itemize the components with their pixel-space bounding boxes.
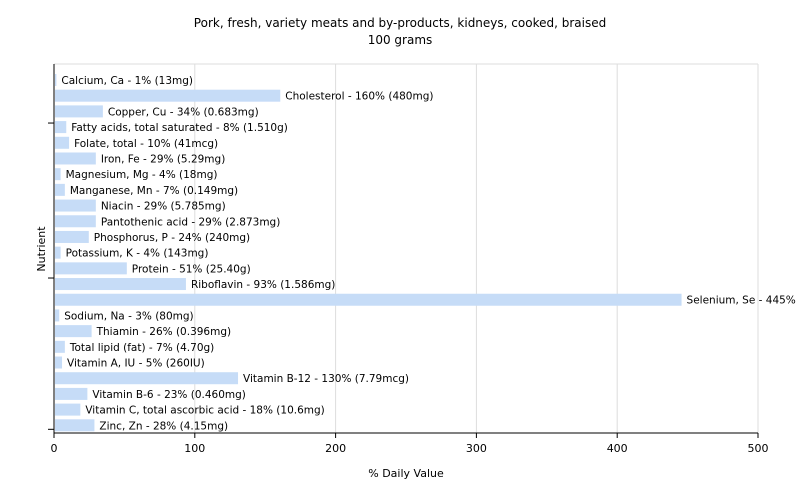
x-tick-label-0: 0: [51, 442, 58, 455]
x-tick-label-500: 500: [748, 442, 769, 455]
bar-label-calcium-ca: Calcium, Ca - 1% (13mg): [61, 75, 193, 87]
x-tick-label-300: 300: [466, 442, 487, 455]
bar-label-vitamin-b-6: Vitamin B-6 - 23% (0.460mg): [92, 389, 246, 401]
bar-label-selenium-se: Selenium, Se - 445% (311.5mcg): [687, 295, 800, 307]
bar-potassium-k: [55, 246, 61, 259]
grid: [54, 63, 759, 433]
bar-vitamin-b-6: [55, 387, 88, 400]
bar-riboflavin: [55, 278, 186, 291]
bar-manganese-mn: [55, 183, 65, 196]
bar-label-manganese-mn: Manganese, Mn - 7% (0.149mg): [70, 185, 238, 197]
x-tick-label-100: 100: [184, 442, 205, 455]
bar-label-cholesterol: Cholesterol - 160% (480mg): [285, 91, 433, 103]
chart-title: Pork, fresh, variety meats and by-produc…: [194, 16, 606, 30]
bar-label-vitamin-c-total-ascorbic-acid: Vitamin C, total ascorbic acid - 18% (10…: [85, 405, 324, 417]
bar-label-iron-fe: Iron, Fe - 29% (5.29mg): [101, 153, 225, 165]
x-axis-label: % Daily Value: [368, 467, 444, 480]
bar-iron-fe: [55, 152, 96, 165]
bar-sodium-na: [55, 309, 60, 322]
bar-label-fatty-acids-total-saturated: Fatty acids, total saturated - 8% (1.510…: [71, 122, 288, 134]
bar-fatty-acids-total-saturated: [55, 121, 67, 134]
bars: Calcium, Ca - 1% (13mg) Cholesterol - 160…: [55, 74, 800, 432]
x-tick-label-200: 200: [325, 442, 346, 455]
bar-zinc-zn: [55, 419, 95, 432]
bar-niacin: [55, 199, 96, 212]
bar-label-riboflavin: Riboflavin - 93% (1.586mg): [191, 279, 335, 291]
bar-label-pantothenic-acid: Pantothenic acid - 29% (2.873mg): [101, 216, 280, 228]
bar-pantothenic-acid: [55, 215, 96, 228]
bar-label-niacin: Niacin - 29% (5.785mg): [101, 201, 226, 213]
bar-vitamin-a-iu: [55, 356, 63, 369]
bar-total-lipid-fat: [55, 340, 65, 353]
bar-copper-cu: [55, 105, 103, 118]
bar-label-total-lipid-fat: Total lipid (fat) - 7% (4.70g): [69, 342, 214, 354]
bar-phosphorus-p: [55, 230, 89, 243]
bar-calcium-ca: [55, 74, 57, 86]
bar-selenium-se: [55, 293, 682, 306]
bar-vitamin-c-total-ascorbic-acid: [55, 403, 81, 416]
bar-label-folate-total: Folate, total - 10% (41mcg): [74, 138, 218, 150]
x-tick-label-400: 400: [607, 442, 628, 455]
bar-thiamin: [55, 325, 92, 338]
bar-label-thiamin: Thiamin - 26% (0.396mg): [96, 326, 232, 338]
bar-label-magnesium-mg: Magnesium, Mg - 4% (18mg): [66, 169, 218, 181]
bar-label-vitamin-b-12: Vitamin B-12 - 130% (7.79mcg): [243, 373, 409, 385]
bar-label-protein: Protein - 51% (25.40g): [132, 263, 251, 275]
bar-label-phosphorus-p: Phosphorus, P - 24% (240mg): [94, 232, 250, 244]
axes: 0 100 200 300 400 500: [48, 64, 769, 455]
bar-label-sodium-na: Sodium, Na - 3% (80mg): [64, 310, 193, 322]
bar-vitamin-b-12: [55, 372, 239, 385]
bar-folate-total: [55, 136, 70, 149]
chart-subtitle: 100 grams: [368, 33, 433, 47]
bar-label-vitamin-a-iu: Vitamin A, IU - 5% (260IU): [67, 358, 205, 370]
bar-protein: [55, 262, 127, 275]
bar-label-copper-cu: Copper, Cu - 34% (0.683mg): [108, 106, 259, 118]
bar-label-zinc-zn: Zinc, Zn - 28% (4.15mg): [99, 420, 228, 432]
y-axis-label: Nutrient: [35, 226, 48, 272]
bar-cholesterol: [55, 89, 281, 102]
bar-label-potassium-k: Potassium, K - 4% (143mg): [66, 248, 209, 260]
bar-magnesium-mg: [55, 168, 61, 181]
